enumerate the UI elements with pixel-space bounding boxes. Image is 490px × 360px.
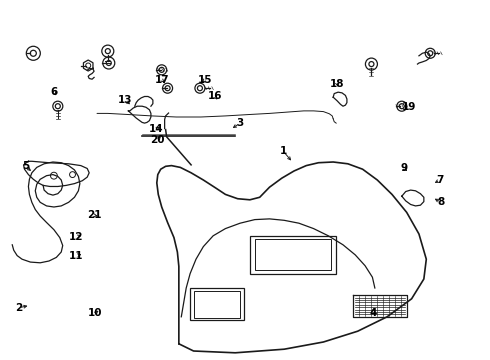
Text: 20: 20 <box>150 135 165 145</box>
Bar <box>255 239 331 270</box>
Text: 21: 21 <box>87 210 101 220</box>
Text: 3: 3 <box>237 118 244 128</box>
Text: 9: 9 <box>401 163 408 174</box>
Text: 17: 17 <box>154 75 169 85</box>
Text: 12: 12 <box>69 232 83 242</box>
Text: 11: 11 <box>69 251 83 261</box>
Text: 15: 15 <box>197 75 212 85</box>
Text: 7: 7 <box>436 175 444 185</box>
Text: 8: 8 <box>438 197 444 207</box>
Bar <box>190 288 244 320</box>
Text: 13: 13 <box>118 95 132 105</box>
Text: 14: 14 <box>148 124 163 134</box>
Bar <box>194 291 240 318</box>
Text: 2: 2 <box>15 303 22 313</box>
Text: 6: 6 <box>50 87 57 97</box>
Text: 5: 5 <box>22 161 29 171</box>
Text: 1: 1 <box>280 146 287 156</box>
Text: 16: 16 <box>207 91 222 102</box>
Text: 10: 10 <box>88 308 103 318</box>
Text: 18: 18 <box>330 78 344 89</box>
Text: 4: 4 <box>369 308 377 318</box>
Bar <box>250 236 336 274</box>
Text: 19: 19 <box>402 102 416 112</box>
